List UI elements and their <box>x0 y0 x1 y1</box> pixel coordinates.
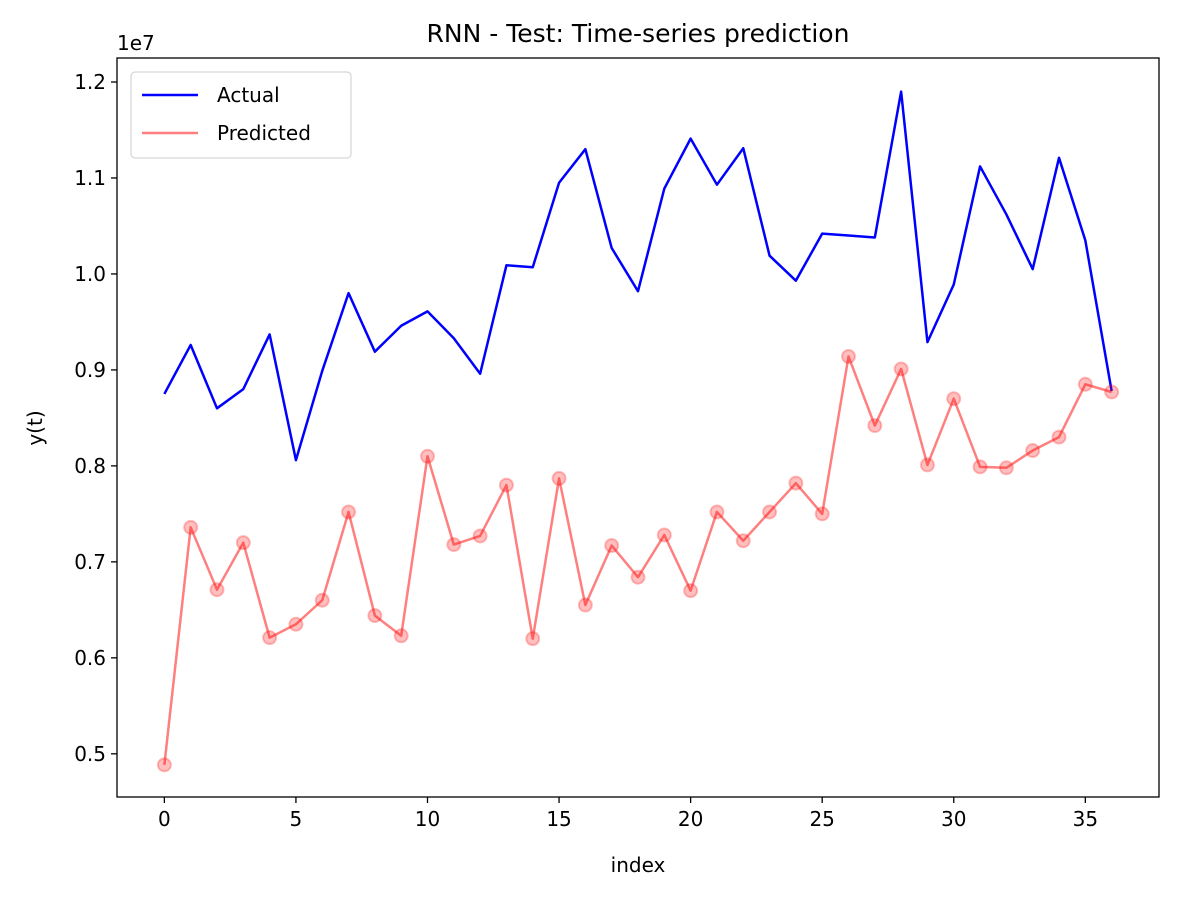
y-tick-label: 0.5 <box>74 742 106 766</box>
chart-title: RNN - Test: Time-series prediction <box>427 19 850 48</box>
y-tick-label: 0.9 <box>74 358 106 382</box>
legend-box <box>130 71 352 159</box>
y-tick-label: 0.6 <box>74 646 106 670</box>
y-tick-label: 0.7 <box>74 550 106 574</box>
series-predicted <box>156 348 1120 773</box>
x-tick-label: 20 <box>678 807 703 831</box>
x-tick-label: 0 <box>158 807 171 831</box>
legend: Actual Predicted <box>130 71 352 159</box>
series-actual <box>163 90 1113 462</box>
series-line-predicted <box>163 355 1112 765</box>
legend-actual-label: Actual <box>217 83 280 107</box>
plot-frame <box>116 57 1160 798</box>
x-tick-label: 10 <box>415 807 440 831</box>
series-line-actual <box>163 90 1113 462</box>
x-tick-label: 5 <box>290 807 303 831</box>
y-tick-label: 1.2 <box>74 70 106 94</box>
legend-predicted-label: Predicted <box>217 121 311 145</box>
y-axis-label: y(t) <box>23 410 47 445</box>
x-tick-label: 15 <box>546 807 571 831</box>
y-offset-label: 1e7 <box>117 31 155 55</box>
x-tick-label: 35 <box>1073 807 1098 831</box>
x-tick-label: 25 <box>809 807 834 831</box>
y-tick-label: 1.0 <box>74 262 106 286</box>
y-tick-label: 0.8 <box>74 454 106 478</box>
y-tick-label: 1.1 <box>74 166 106 190</box>
x-tick-label: 30 <box>941 807 966 831</box>
x-axis-label: index <box>611 853 666 877</box>
